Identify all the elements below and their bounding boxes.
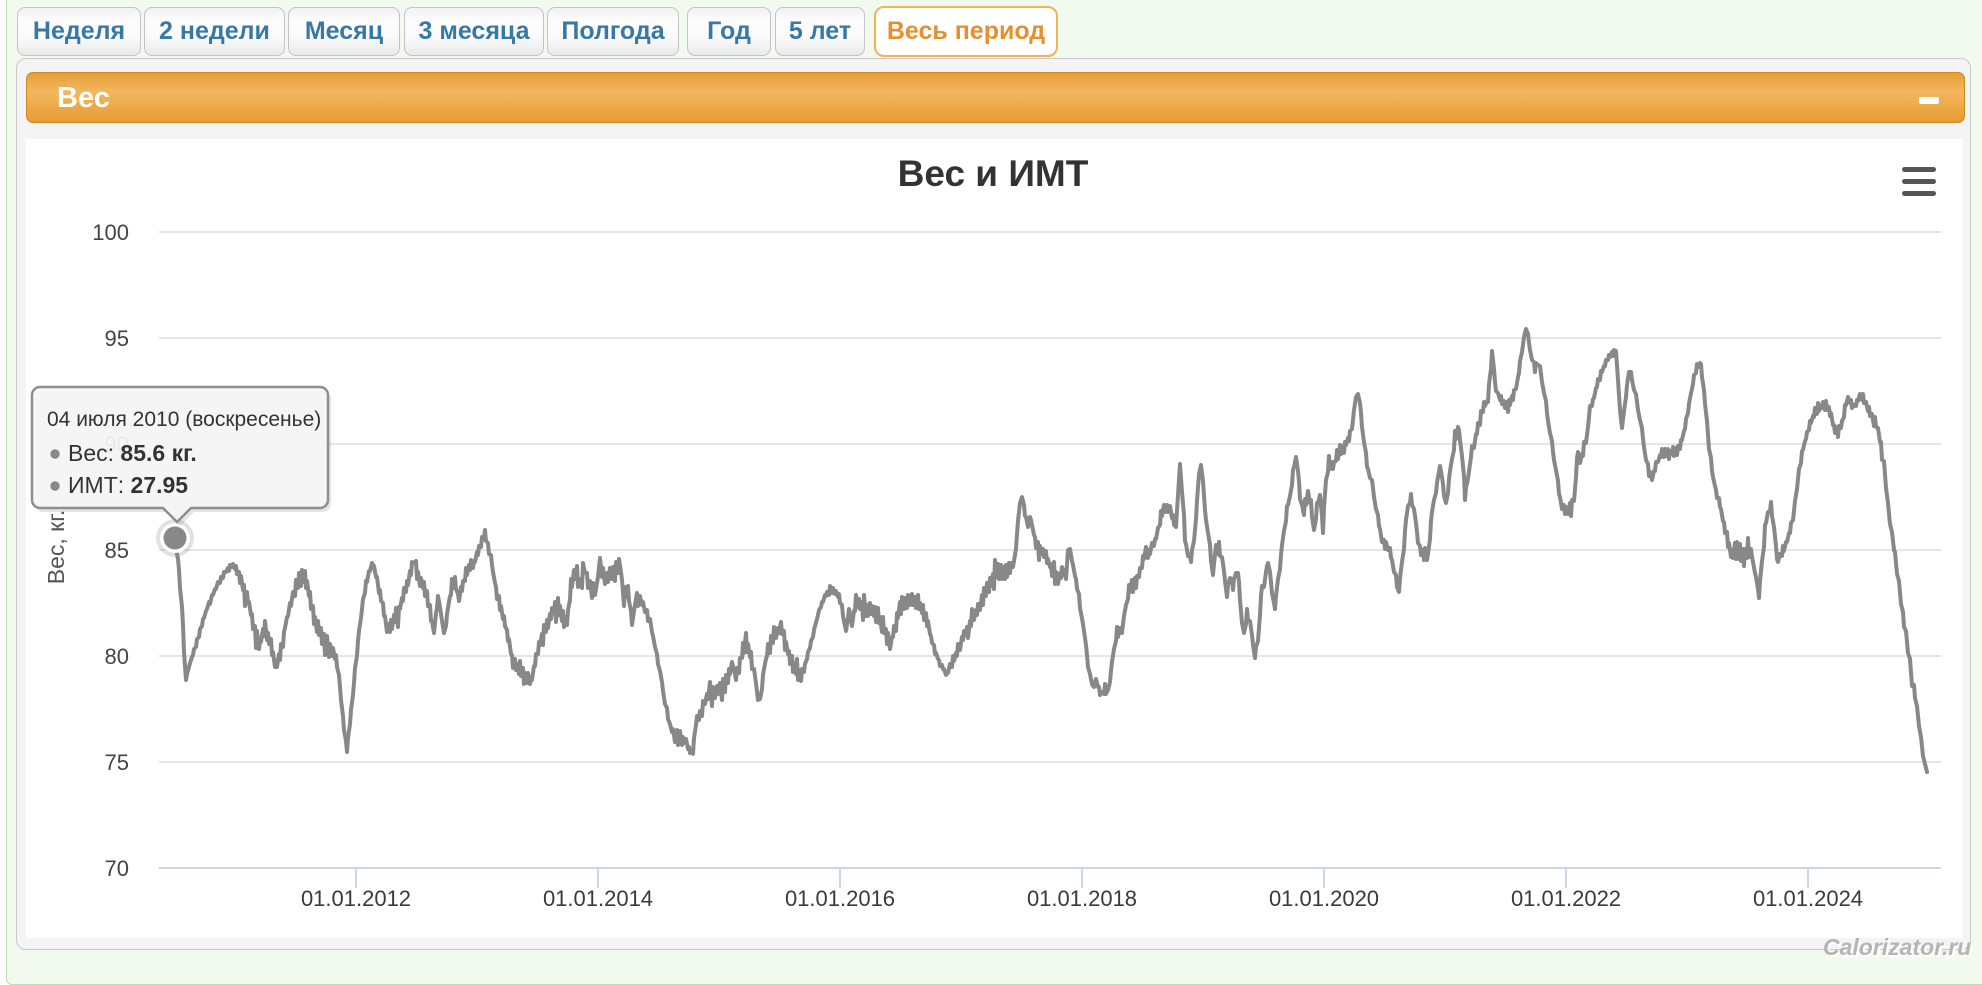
svg-text:01.01.2016: 01.01.2016 — [785, 886, 895, 911]
svg-text:01.01.2018: 01.01.2018 — [1027, 886, 1137, 911]
svg-text:01.01.2022: 01.01.2022 — [1511, 886, 1621, 911]
svg-text:95: 95 — [105, 326, 129, 351]
svg-text:75: 75 — [105, 750, 129, 775]
svg-text:01.01.2024: 01.01.2024 — [1753, 886, 1863, 911]
svg-text:70: 70 — [105, 856, 129, 881]
svg-text:01.01.2014: 01.01.2014 — [543, 886, 653, 911]
svg-text:80: 80 — [105, 644, 129, 669]
svg-text:Вес и ИМТ: Вес и ИМТ — [898, 153, 1089, 194]
svg-text:Вес: 85.6 кг.: Вес: 85.6 кг. — [68, 440, 197, 466]
svg-text:04 июля 2010 (воскресенье): 04 июля 2010 (воскресенье) — [47, 408, 321, 431]
svg-text:Вес, кг.: Вес, кг. — [43, 510, 69, 584]
svg-text:100: 100 — [92, 220, 129, 245]
svg-text:01.01.2012: 01.01.2012 — [301, 886, 411, 911]
svg-text:85: 85 — [105, 538, 129, 563]
svg-text:ИМТ: 27.95: ИМТ: 27.95 — [68, 472, 188, 498]
svg-text:01.01.2020: 01.01.2020 — [1269, 886, 1379, 911]
